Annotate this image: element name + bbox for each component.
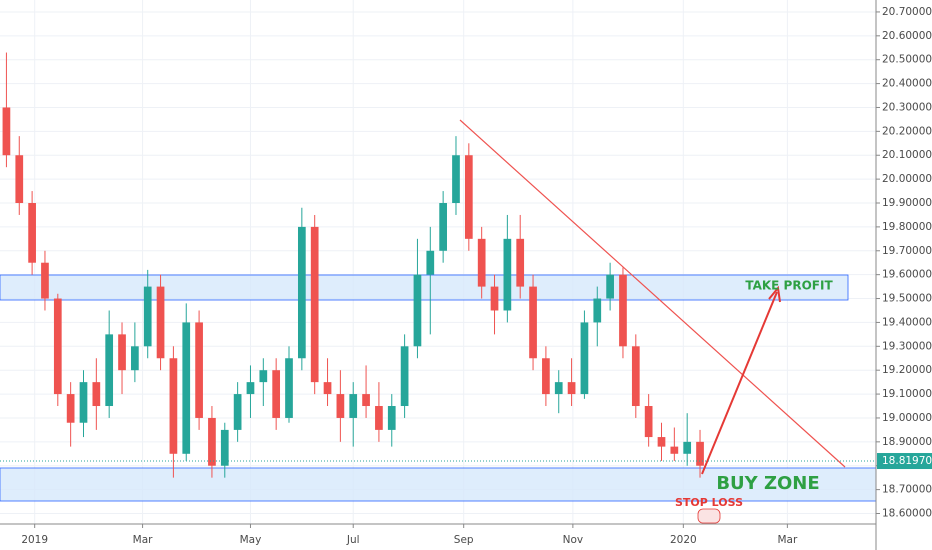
y-tick-label: 20.60000 xyxy=(882,30,932,42)
y-tick-label: 19.90000 xyxy=(882,197,932,209)
buy-zone xyxy=(0,467,877,502)
y-tick-label: 20.30000 xyxy=(882,101,932,113)
y-tick-label: 19.10000 xyxy=(882,388,932,400)
candle-body xyxy=(15,155,24,204)
trend-line xyxy=(459,119,846,468)
y-tick-label: 19.20000 xyxy=(882,364,932,376)
x-tick-label: Nov xyxy=(563,534,584,546)
take-profit-zone xyxy=(0,274,849,301)
candle-body xyxy=(310,226,319,383)
y-tick-label: 18.60000 xyxy=(882,507,932,519)
y-tick-label: 20.00000 xyxy=(882,173,932,185)
axes: 18.6000018.7000018.8000018.9000019.00000… xyxy=(0,6,932,546)
x-tick-label: Jul xyxy=(346,534,360,546)
x-tick-label: Sep xyxy=(454,534,474,546)
take-profit-label: TAKE PROFIT xyxy=(745,279,833,293)
candle-body xyxy=(272,370,281,418)
last-price-box xyxy=(877,453,932,470)
y-tick-label: 19.30000 xyxy=(882,340,932,352)
y-tick-label: 20.40000 xyxy=(882,78,932,90)
candle-body xyxy=(452,155,460,204)
x-tick-label: 2020 xyxy=(670,534,697,546)
candle-body xyxy=(233,394,242,430)
y-tick-label: 19.00000 xyxy=(882,412,932,424)
candle-body xyxy=(567,382,576,395)
target-arrow xyxy=(701,291,778,475)
x-tick-label: Mar xyxy=(777,534,797,546)
y-tick-label: 18.90000 xyxy=(882,436,932,448)
candle-body xyxy=(92,382,101,407)
last-price-label: 18.81970 xyxy=(882,455,932,467)
candle-body xyxy=(593,298,602,323)
candle-body xyxy=(439,203,447,251)
y-tick-label: 20.10000 xyxy=(882,149,932,161)
candle-body xyxy=(156,286,165,359)
candle-body xyxy=(143,286,152,347)
candle-body xyxy=(349,394,358,418)
stop-loss-label: STOP LOSS xyxy=(675,496,743,509)
x-tick-label: Mar xyxy=(133,534,153,546)
x-tick-label: 2019 xyxy=(21,534,48,546)
arrow-head xyxy=(768,285,781,303)
candle-body xyxy=(477,238,486,287)
candle-body xyxy=(542,358,550,395)
y-tick-label: 18.70000 xyxy=(882,484,932,496)
candle-body xyxy=(362,394,370,407)
y-tick-label: 20.70000 xyxy=(882,6,932,18)
candle-body xyxy=(426,250,435,275)
grid xyxy=(0,0,876,524)
y-tick-label: 20.20000 xyxy=(882,125,932,137)
candle-body xyxy=(28,203,36,263)
candle-body xyxy=(79,382,88,423)
candle-body xyxy=(285,358,293,418)
candle-body xyxy=(195,322,203,418)
candles xyxy=(2,52,704,478)
candle-body xyxy=(259,370,268,383)
candle-body xyxy=(670,446,679,454)
x-tick-label: May xyxy=(240,534,262,546)
candle-body xyxy=(683,441,692,454)
candle-body xyxy=(529,286,537,359)
candle-body xyxy=(400,346,409,407)
candle-body xyxy=(490,286,499,311)
candle-body xyxy=(297,226,306,359)
candle-body xyxy=(606,274,614,299)
y-tick-label: 19.50000 xyxy=(882,293,932,305)
candle-body xyxy=(387,406,396,430)
y-tick-label: 20.50000 xyxy=(882,54,932,66)
candle-body xyxy=(619,274,627,347)
candle-body xyxy=(66,394,75,423)
candle-body xyxy=(118,334,126,371)
candle-body xyxy=(631,346,640,407)
y-tick-label: 19.60000 xyxy=(882,269,932,281)
candle-body xyxy=(554,382,563,395)
candle-body xyxy=(220,429,229,466)
candle-body xyxy=(41,262,49,299)
candle-body xyxy=(336,394,345,418)
candle-body xyxy=(53,298,62,395)
candle-body xyxy=(131,346,139,371)
candle-body xyxy=(657,437,666,447)
y-tick-label: 19.80000 xyxy=(882,221,932,233)
buy-zone-label: BUY ZONE xyxy=(716,473,819,494)
logo xyxy=(697,508,721,524)
candle-body xyxy=(2,107,11,156)
y-tick-label: 19.40000 xyxy=(882,316,932,328)
candle-body xyxy=(169,358,178,454)
candle-body xyxy=(464,155,473,239)
candle-body xyxy=(696,441,704,466)
candle-body xyxy=(246,382,255,395)
candle-body xyxy=(105,334,114,407)
candle-body xyxy=(182,322,191,454)
candle-body xyxy=(413,274,422,347)
candle-body xyxy=(375,406,383,430)
candle-body xyxy=(644,406,653,438)
candle-body xyxy=(503,238,512,311)
candle-body xyxy=(516,238,525,287)
candle-body xyxy=(323,382,332,395)
y-tick-label: 19.70000 xyxy=(882,245,932,257)
candle-body xyxy=(580,322,589,395)
candle-body xyxy=(208,417,216,466)
